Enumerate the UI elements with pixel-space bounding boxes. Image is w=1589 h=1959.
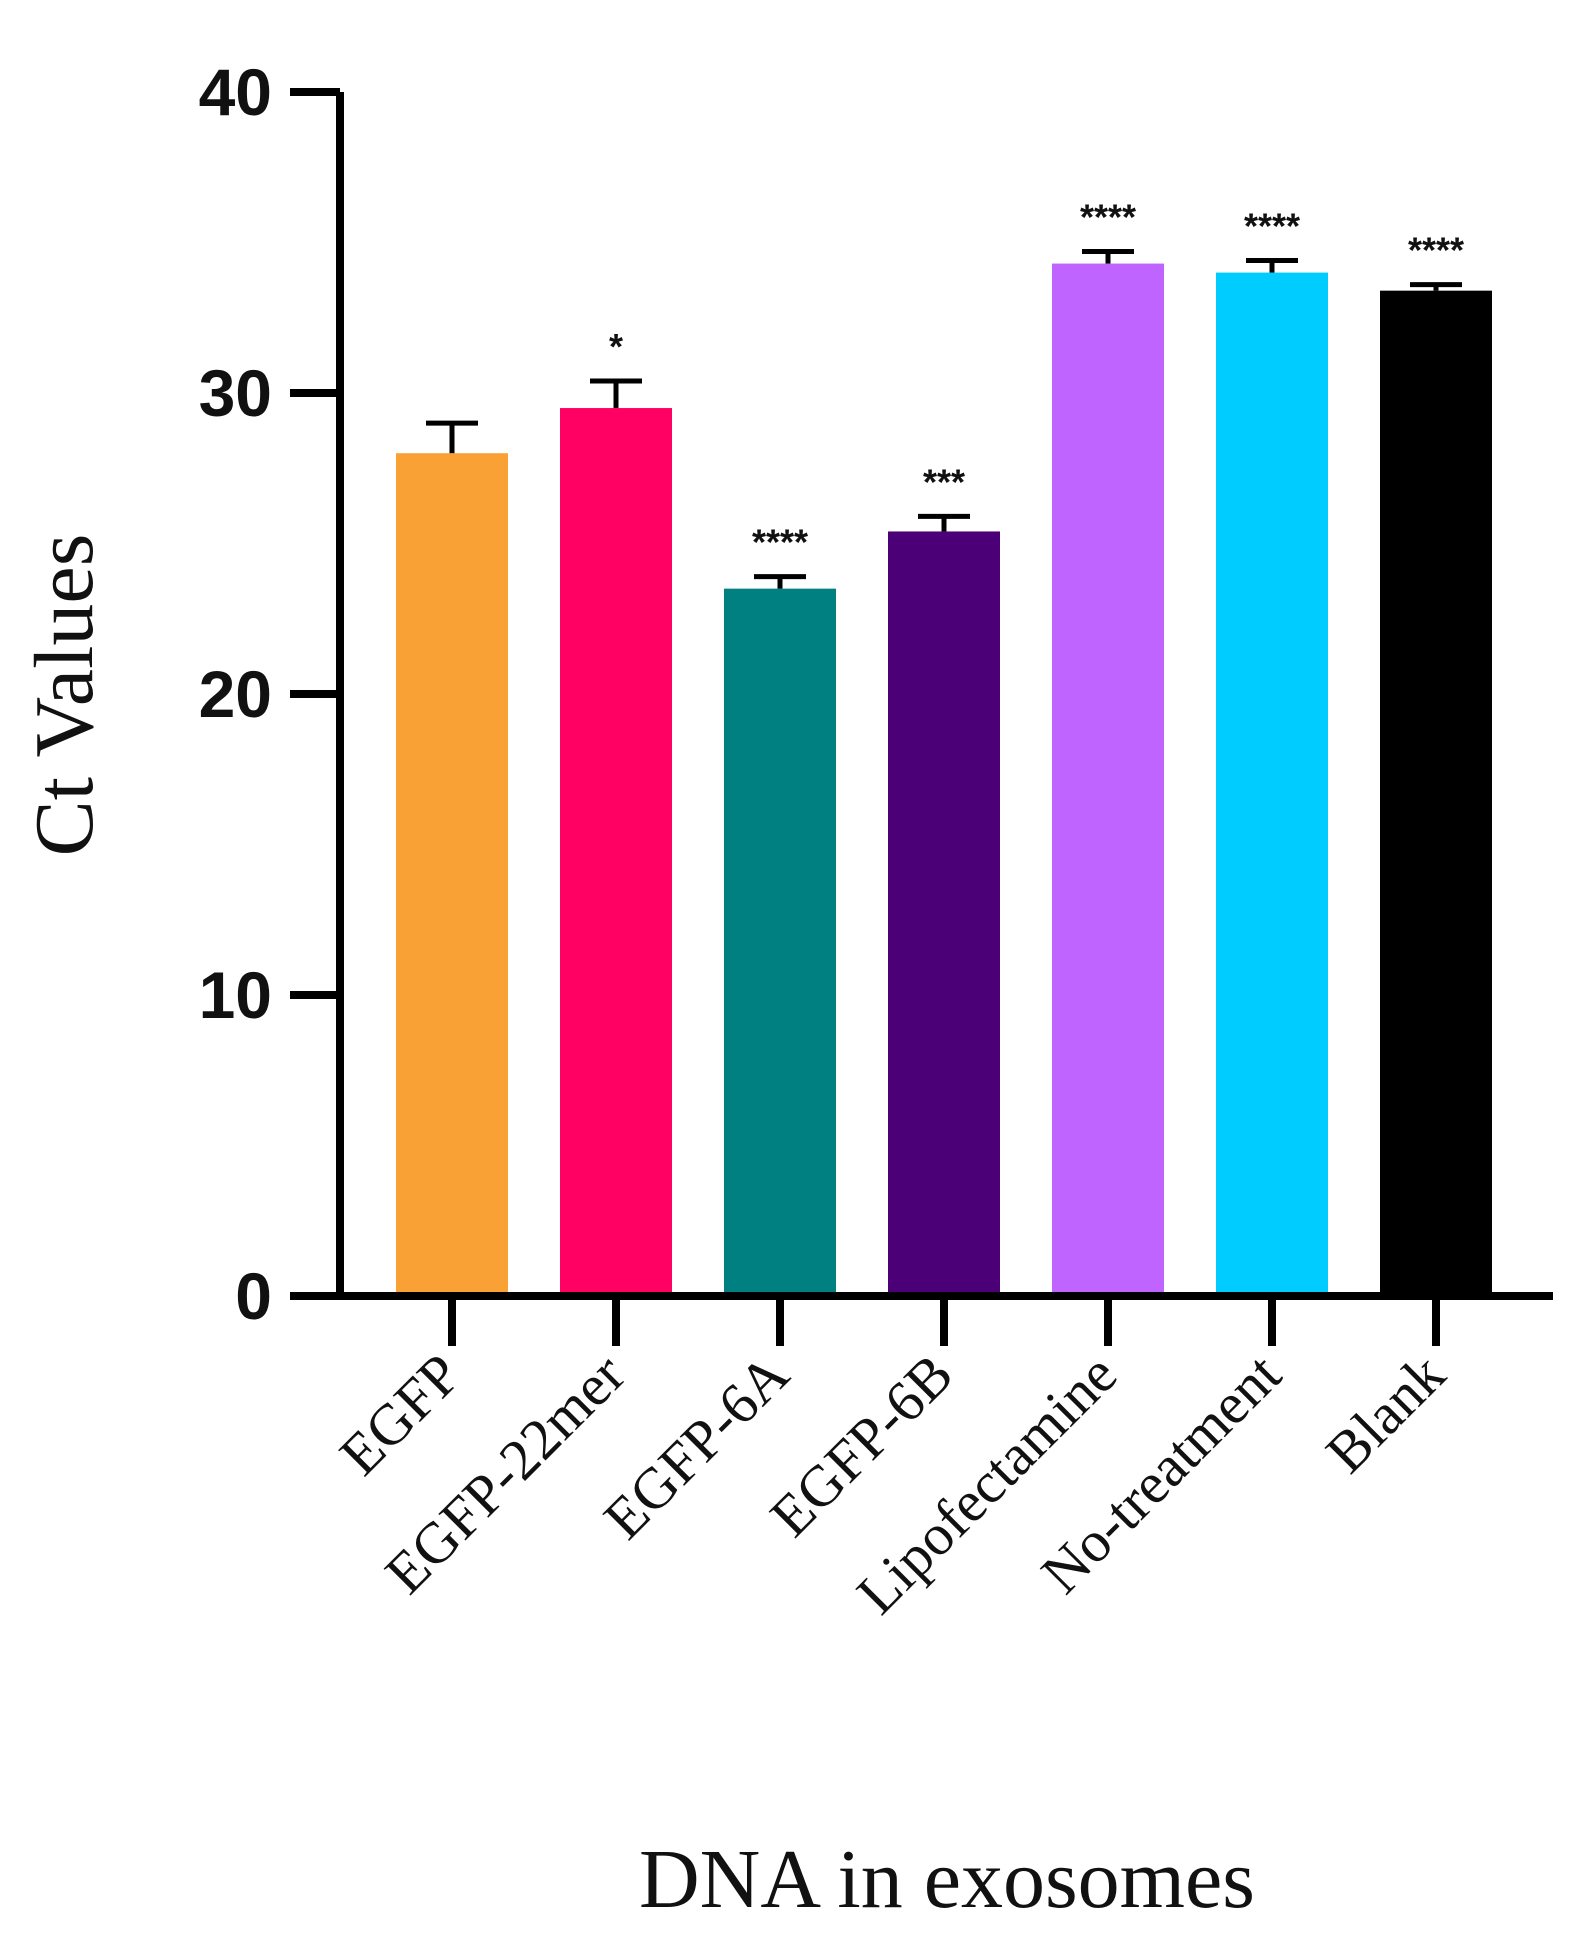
significance-label: **** bbox=[752, 522, 808, 563]
bar bbox=[724, 588, 836, 1296]
bar bbox=[560, 408, 672, 1296]
error-bars-layer bbox=[426, 249, 1462, 589]
y-tick-label: 0 bbox=[235, 1259, 272, 1333]
y-tick-label: 30 bbox=[199, 356, 272, 430]
x-tick-label: EGFP bbox=[327, 1341, 473, 1487]
x-tick-label: Blank bbox=[1313, 1341, 1457, 1485]
significance-label: **** bbox=[1244, 206, 1300, 247]
x-tick-label: EGFP-6A bbox=[591, 1341, 801, 1551]
significance-layer: ************ ******** bbox=[609, 197, 1464, 563]
bar bbox=[1052, 263, 1164, 1296]
bar bbox=[1380, 290, 1492, 1296]
significance-label: * bbox=[609, 326, 623, 367]
y-tick-label: 20 bbox=[199, 657, 272, 731]
significance-label: **** bbox=[1080, 197, 1136, 238]
bar bbox=[1216, 272, 1328, 1297]
y-tick-label: 40 bbox=[199, 55, 272, 129]
x-ticks-layer: EGFPEGFP-22merEGFP-6AEGFP-6BLipofectamin… bbox=[327, 1296, 1457, 1626]
bar bbox=[888, 531, 1000, 1296]
x-axis-title: DNA in exosomes bbox=[639, 1833, 1255, 1926]
y-ticks-layer: 0 10 20 30 40 bbox=[199, 55, 340, 1333]
y-axis-title: Ct Values bbox=[18, 534, 111, 857]
bar bbox=[396, 453, 508, 1296]
y-tick-label: 10 bbox=[199, 958, 272, 1032]
significance-label: **** bbox=[1408, 230, 1464, 271]
bars-layer bbox=[396, 263, 1492, 1297]
significance-label: *** bbox=[923, 461, 965, 502]
